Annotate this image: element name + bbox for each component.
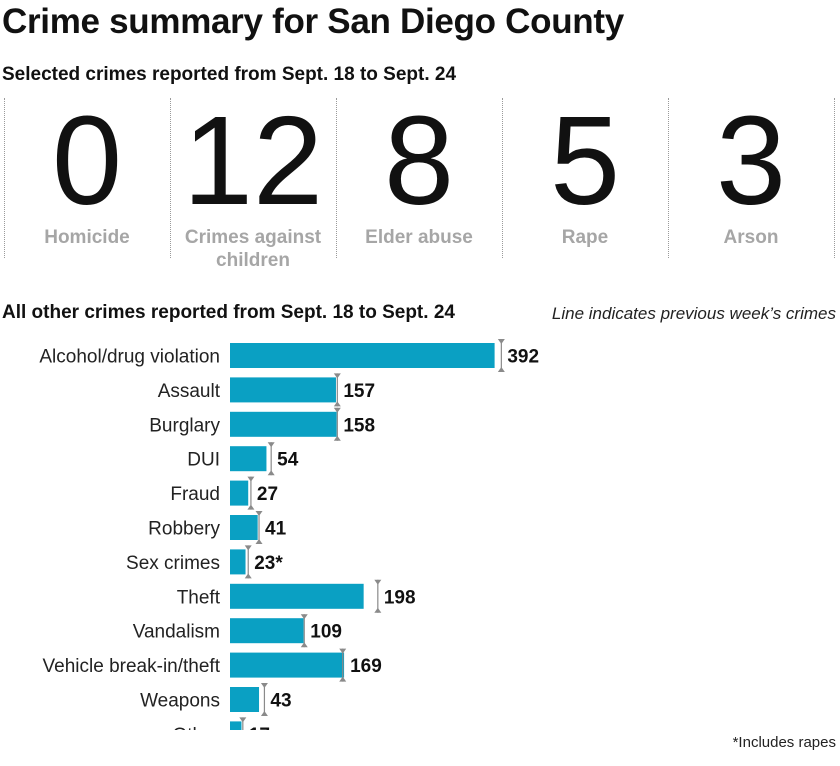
previous-week-marker-top <box>374 579 382 585</box>
stat-label: Homicide <box>44 227 130 248</box>
bar <box>230 377 336 403</box>
previous-week-marker-bottom <box>333 435 341 441</box>
footnote: *Includes rapes <box>732 734 836 751</box>
bar <box>230 411 337 437</box>
value-label: 17 <box>249 725 270 730</box>
category-label: Burglary <box>149 415 220 436</box>
previous-week-marker-bottom <box>260 711 268 716</box>
stat-arson: 3 Arson <box>668 96 834 264</box>
bar <box>230 721 242 730</box>
stat-value: 3 <box>715 90 787 231</box>
stat-rape: 5 Rape <box>502 96 668 264</box>
previous-week-marker-top <box>333 373 341 379</box>
bar <box>230 583 364 609</box>
category-label: Robbery <box>148 519 220 540</box>
category-label: Sex crimes <box>126 553 220 574</box>
category-label: Fraud <box>170 484 220 505</box>
bar <box>230 515 258 540</box>
chart-title: Crime summary for San Diego County <box>2 2 624 41</box>
stat-value: 0 <box>51 90 123 231</box>
value-label: 169 <box>350 656 382 677</box>
category-label: Weapons <box>140 691 220 712</box>
stat-elder-abuse: 8 Elder abuse <box>336 96 502 264</box>
stat-divider <box>4 98 5 258</box>
selected-crimes-stats: 0 Homicide 12 Crimes against children 8 … <box>0 90 840 272</box>
value-label: 43 <box>270 691 291 712</box>
value-label: 198 <box>384 587 416 608</box>
stat-value: 5 <box>549 90 621 231</box>
value-label: 27 <box>257 484 278 505</box>
stat-divider <box>668 98 669 258</box>
bar <box>230 652 345 678</box>
value-label: 392 <box>507 347 539 368</box>
stat-divider <box>834 98 835 258</box>
stat-value: 8 <box>383 90 455 231</box>
bar <box>230 618 304 644</box>
stat-crimes-against-children: 12 Crimes against children <box>170 90 336 272</box>
previous-week-marker-top <box>239 717 247 723</box>
previous-week-marker-bottom <box>300 642 308 648</box>
previous-week-marker-top <box>339 648 347 654</box>
previous-week-marker-bottom <box>255 539 263 544</box>
previous-week-marker-bottom <box>374 607 382 613</box>
value-label: 23* <box>254 553 283 574</box>
category-label: DUI <box>187 450 220 471</box>
category-label: Alcohol/drug violation <box>39 347 220 368</box>
previous-week-marker-bottom <box>339 676 347 682</box>
previous-week-marker-bottom <box>267 470 275 476</box>
previous-week-marker-top <box>267 442 275 448</box>
stat-label: Elder abuse <box>365 227 473 248</box>
stat-label: Crimes against children <box>184 227 322 271</box>
bar-chart: Alcohol/drug violation 392 Assault 157 Burgl… <box>39 339 539 730</box>
category-label: Other <box>172 725 220 730</box>
category-label: Assault <box>158 381 221 402</box>
previous-week-marker-top <box>260 683 268 688</box>
stat-label: Rape <box>561 227 609 248</box>
previous-week-note: Line indicates previous week’s crimes <box>551 304 836 323</box>
previous-week-marker-top <box>497 339 505 344</box>
stat-divider <box>336 98 337 258</box>
category-label: Vehicle break-in/theft <box>43 656 221 677</box>
bar <box>230 480 249 506</box>
previous-week-marker-top <box>244 545 252 551</box>
previous-week-marker-top <box>247 476 255 482</box>
category-label: Theft <box>177 587 221 608</box>
previous-week-marker-bottom <box>497 367 505 372</box>
bar <box>230 343 495 368</box>
previous-week-marker-top <box>300 614 308 620</box>
bar-chart-title: All other crimes reported from Sept. 18 … <box>2 302 455 323</box>
value-label: 158 <box>343 415 375 436</box>
previous-week-marker-bottom <box>247 504 255 510</box>
value-label: 54 <box>277 450 299 471</box>
stat-divider <box>502 98 503 258</box>
chart-subtitle: Selected crimes reported from Sept. 18 t… <box>2 64 457 85</box>
value-label: 157 <box>343 381 375 402</box>
stat-divider <box>170 98 171 258</box>
previous-week-marker-bottom <box>244 573 252 579</box>
bar <box>230 446 267 472</box>
stat-homicide: 0 Homicide <box>4 96 170 264</box>
category-label: Vandalism <box>133 622 220 643</box>
bar <box>230 549 246 575</box>
previous-week-marker-top <box>333 407 341 413</box>
value-label: 109 <box>310 622 342 643</box>
bar <box>230 687 260 712</box>
previous-week-marker-bottom <box>333 401 341 407</box>
stat-label: Arson <box>723 227 779 248</box>
stat-value: 12 <box>182 90 324 231</box>
value-label: 41 <box>265 519 287 540</box>
previous-week-marker-top <box>255 511 263 516</box>
